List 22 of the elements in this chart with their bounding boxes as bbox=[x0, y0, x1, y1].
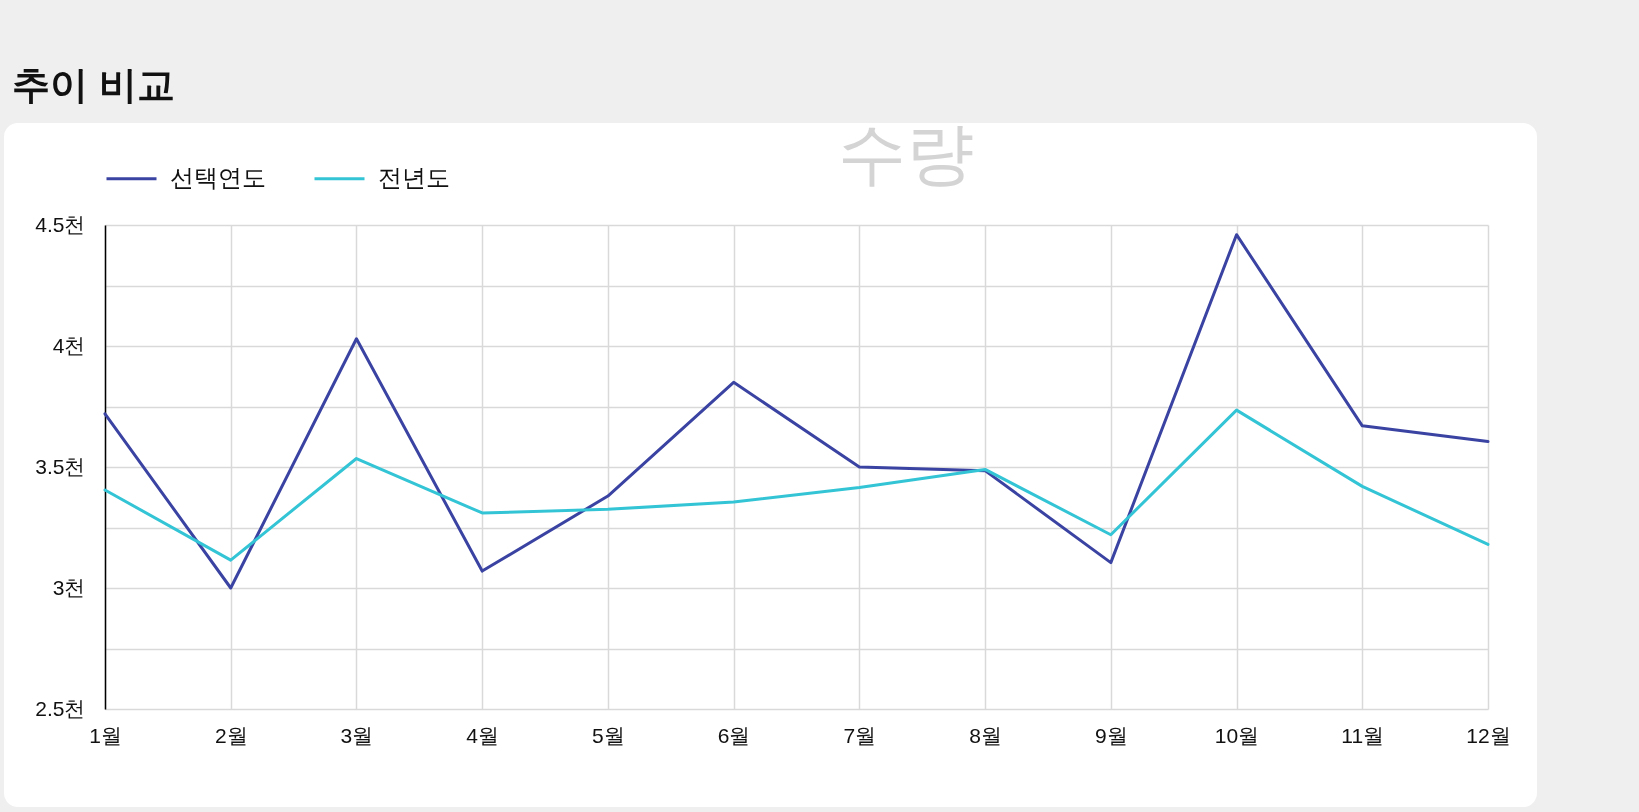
x-tick-label: 5월 bbox=[592, 723, 625, 747]
legend-label: 선택연도 bbox=[170, 163, 266, 191]
x-tick-label: 12월 bbox=[1466, 723, 1511, 747]
y-tick-label: 3.5천 bbox=[35, 454, 86, 478]
legend-label: 전년도 bbox=[378, 163, 450, 191]
x-tick-label: 6월 bbox=[717, 723, 751, 747]
x-tick-label: 4월 bbox=[466, 723, 500, 747]
y-tick-label: 3천 bbox=[52, 575, 86, 599]
x-tick-label: 11월 bbox=[1341, 723, 1385, 747]
x-tick-label: 7월 bbox=[843, 723, 877, 747]
x-tick-label: 1월 bbox=[89, 723, 122, 747]
y-tick-label: 4.5천 bbox=[35, 212, 86, 236]
x-tick-label: 8월 bbox=[969, 723, 1002, 747]
line-series bbox=[103, 233, 1490, 590]
x-tick-label: 9월 bbox=[1094, 723, 1128, 747]
y-tick-label: 4천 bbox=[52, 333, 86, 357]
x-tick-label: 2월 bbox=[214, 723, 248, 747]
line-series bbox=[103, 408, 1490, 562]
x-tick-label: 10월 bbox=[1214, 723, 1260, 747]
x-tick-label: 3월 bbox=[340, 723, 374, 747]
y-tick-label: 2.5천 bbox=[35, 696, 86, 720]
chart-title: 추이 비교 bbox=[12, 63, 175, 108]
